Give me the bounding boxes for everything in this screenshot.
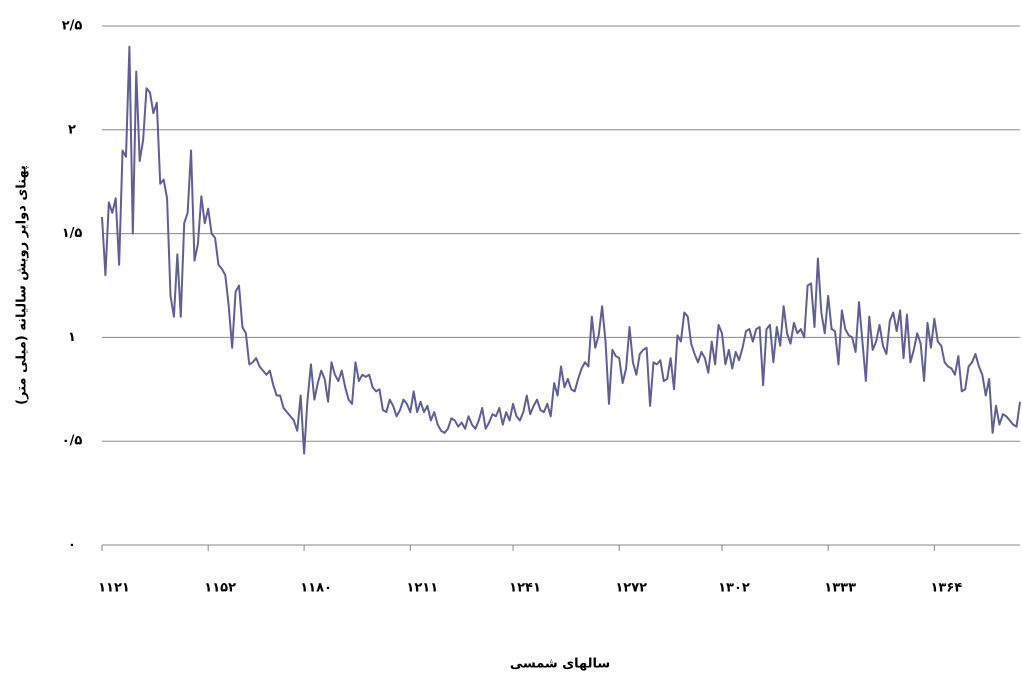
x-tick-label: ۱۲۷۲ — [615, 581, 647, 596]
y-tick-label: ۲/۵ — [62, 19, 83, 34]
x-tick-label: ۱۱۵۲ — [204, 581, 236, 596]
y-tick-label: ۱ — [68, 330, 76, 345]
x-tick-label: ۱۳۳۳ — [824, 581, 856, 596]
data-line — [101, 45, 1021, 455]
x-tick-label: ۱۱۸۰ — [300, 581, 332, 596]
x-tick-label: ۱۲۱۱ — [406, 581, 438, 596]
y-tick-label: ۰ — [68, 538, 76, 553]
y-axis-label: پهنای دوایر رویش سالیانه (میلی متر) — [15, 165, 30, 405]
y-tick-label: ۲ — [68, 122, 76, 137]
x-axis-label: سالهای شمسی — [510, 657, 610, 672]
x-tick-label: ۱۲۴۱ — [509, 581, 541, 596]
y-tick-label: ۰/۵ — [62, 434, 83, 449]
x-tick-label: ۱۳۰۲ — [718, 581, 750, 596]
x-tick-label: ۱۱۲۱ — [98, 581, 130, 596]
x-tick-label: ۱۳۶۴ — [930, 581, 962, 596]
y-tick-label: ۱/۵ — [62, 226, 83, 241]
